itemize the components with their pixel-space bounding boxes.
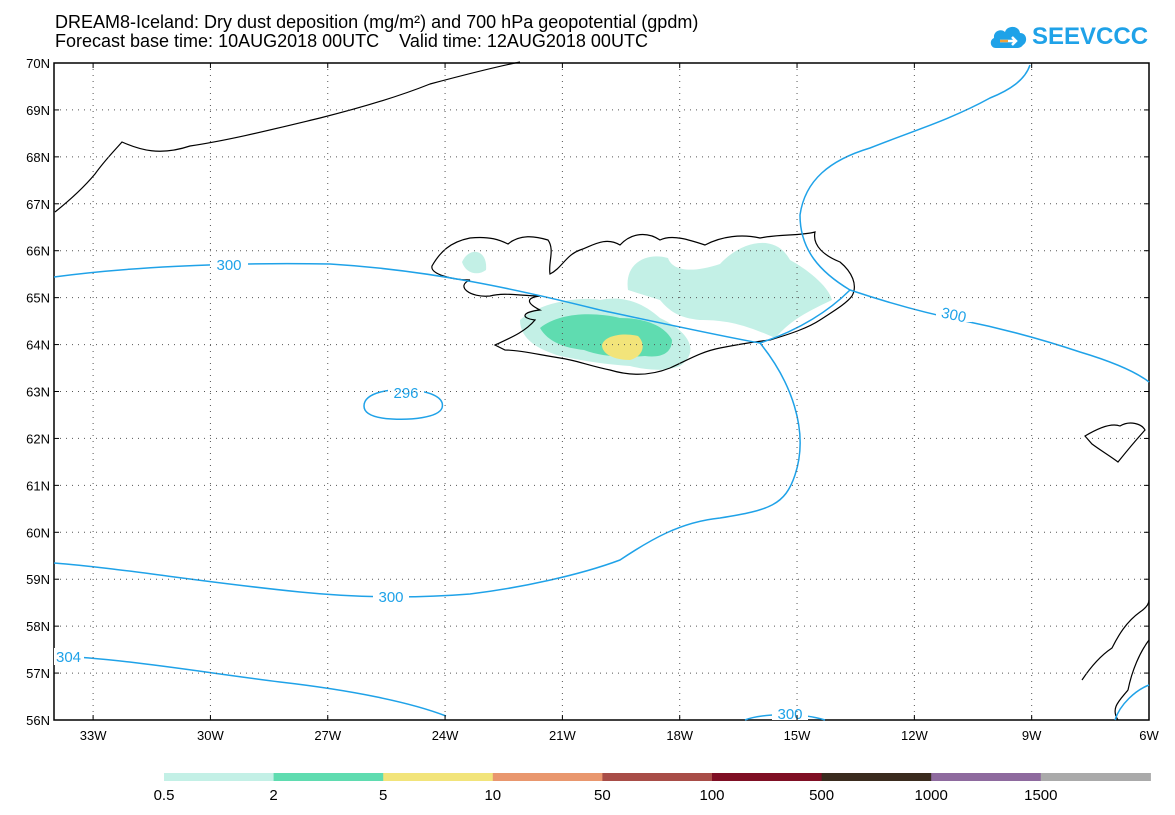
lon-label: 15W — [784, 728, 811, 743]
contour-label-296: 296 — [393, 385, 418, 402]
lat-label: 69N — [26, 103, 50, 118]
contour-300-se — [1114, 684, 1150, 721]
lon-label: 21W — [549, 728, 576, 743]
lon-label: 24W — [432, 728, 459, 743]
legend-swatch — [164, 773, 275, 781]
lat-label: 61N — [26, 478, 50, 493]
lat-label: 63N — [26, 385, 50, 400]
lon-label: 9W — [1022, 728, 1042, 743]
legend-label: 5 — [379, 787, 387, 804]
dust-region-0-5 — [627, 242, 832, 338]
lat-label: 58N — [26, 619, 50, 634]
logo-text: SEEVCCC — [1032, 23, 1149, 50]
lon-label: 18W — [666, 728, 693, 743]
coastlines — [54, 61, 1150, 721]
lon-label: 6W — [1139, 728, 1159, 743]
greenland-coastline — [54, 61, 521, 213]
title-line-2: Forecast base time: 10AUG2018 00UTC Vali… — [55, 31, 648, 51]
legend-label: 10 — [484, 787, 501, 804]
contour-label-300-east: 300 — [940, 305, 968, 327]
lon-label: 33W — [80, 728, 107, 743]
legend-swatch — [931, 773, 1042, 781]
contour-label-300-west: 300 — [216, 257, 241, 274]
legend-label: 1500 — [1024, 787, 1057, 804]
lat-label: 70N — [26, 56, 50, 71]
geopotential-contours — [53, 64, 1150, 721]
contour-label-304: 304 — [56, 649, 81, 666]
legend-label: 500 — [809, 787, 834, 804]
contour-labels: 300 300 296 300 304 300 — [54, 256, 972, 723]
color-legend: 0.5 2 5 10 50 100 500 1000 1500 — [154, 773, 1151, 804]
legend-label: 2 — [269, 787, 277, 804]
legend-swatch — [492, 773, 603, 781]
lat-label: 59N — [26, 572, 50, 587]
seevccc-logo: SEEVCCC — [988, 17, 1148, 57]
contour-label-300-south: 300 — [378, 589, 403, 606]
lat-label: 68N — [26, 150, 50, 165]
legend-swatch — [273, 773, 384, 781]
cloud-icon — [990, 26, 1027, 48]
lon-label: 30W — [197, 728, 224, 743]
contour-label-300-bottom: 300 — [777, 706, 802, 723]
title-line-1: DREAM8-Iceland: Dry dust deposition (mg/… — [55, 12, 699, 32]
lat-label: 65N — [26, 291, 50, 306]
legend-swatch — [1040, 773, 1151, 781]
legend-swatch — [821, 773, 932, 781]
faroe-islands — [1084, 422, 1146, 463]
legend-swatch — [383, 773, 494, 781]
legend-label: 0.5 — [154, 787, 175, 804]
legend-swatch — [712, 773, 823, 781]
dust-region-5 — [602, 334, 643, 360]
legend-label: 1000 — [915, 787, 948, 804]
longitude-labels: 33W 30W 27W 24W 21W 18W 15W 12W 9W 6W — [80, 728, 1160, 743]
gridlines — [54, 63, 1149, 720]
lat-label: 60N — [26, 525, 50, 540]
lat-label: 64N — [26, 338, 50, 353]
contour-300-north — [799, 64, 1031, 291]
contour-304 — [53, 655, 447, 717]
lat-label: 56N — [26, 713, 50, 728]
legend-swatch — [602, 773, 713, 781]
lon-label: 12W — [901, 728, 928, 743]
axis-ticks — [54, 62, 1150, 721]
lat-label: 62N — [26, 431, 50, 446]
scotland-coastline — [1081, 599, 1150, 721]
dust-region-0-5 — [462, 251, 487, 274]
latitude-labels: 70N 69N 68N 67N 66N 65N 64N 63N 62N 61N 60N 59N 58N 5… — [26, 56, 50, 728]
lat-label: 57N — [26, 666, 50, 681]
lon-label: 27W — [314, 728, 341, 743]
legend-label: 100 — [699, 787, 724, 804]
lat-label: 66N — [26, 244, 50, 259]
legend-label: 50 — [594, 787, 611, 804]
iceland-coastline — [431, 231, 855, 375]
lat-label: 67N — [26, 197, 50, 212]
contour-300-main — [53, 262, 801, 598]
